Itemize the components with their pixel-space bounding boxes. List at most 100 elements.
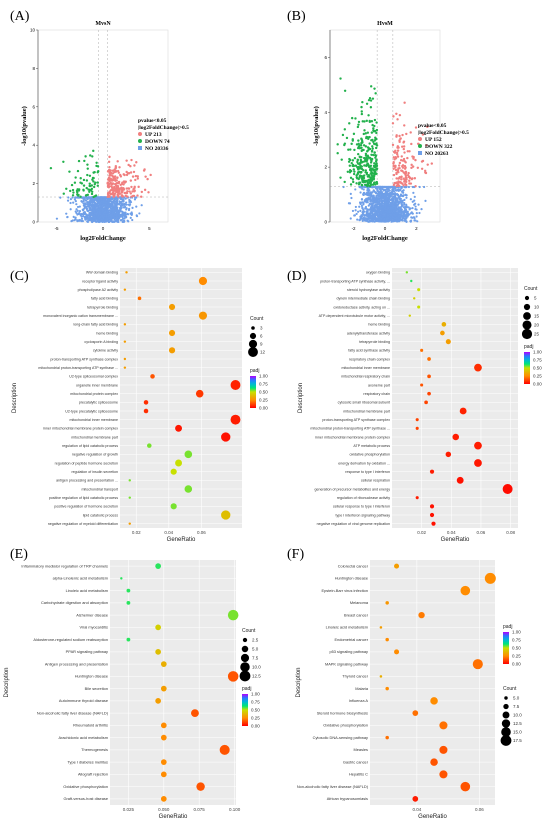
point-down [373, 173, 376, 176]
point-up [127, 172, 131, 175]
point-not-significant [69, 197, 73, 201]
size-legend-title: Count [524, 286, 538, 292]
category-label: Hepatitis C [349, 772, 368, 777]
point-not-significant [116, 210, 120, 213]
x-tick-label: 0.06 [197, 530, 206, 535]
data-point [502, 484, 513, 494]
point-down [85, 179, 89, 182]
data-point [430, 697, 438, 705]
dotplot-panel-c: (C) WW domain binding receptor ligand acti… [10, 268, 268, 543]
point-up [126, 190, 129, 193]
point-not-significant [356, 218, 359, 221]
point-not-significant [392, 220, 395, 223]
category-label: ATP metabolic process [353, 444, 390, 448]
point-up [149, 173, 152, 177]
point-up [123, 173, 126, 177]
point-down [375, 142, 378, 145]
point-not-significant [386, 217, 390, 220]
point-not-significant [85, 215, 88, 218]
point-down [361, 100, 364, 104]
point-down [368, 178, 371, 181]
point-up [143, 168, 146, 171]
point-not-significant [121, 212, 124, 215]
point-not-significant [129, 200, 133, 204]
point-down [373, 124, 376, 128]
category-label: mitochondrial transport [81, 487, 118, 491]
point-up [391, 122, 395, 125]
point-not-significant [131, 218, 134, 222]
point-down [82, 189, 85, 192]
point-down [373, 87, 376, 90]
point-not-significant [357, 210, 360, 213]
point-down [369, 161, 373, 164]
point-down [85, 186, 88, 190]
legend-label: UP 152 [425, 137, 442, 143]
point-down [375, 163, 378, 167]
point-not-significant [120, 200, 123, 203]
point-not-significant [424, 199, 427, 202]
point-down [363, 129, 366, 132]
point-up [134, 178, 137, 182]
point-down [365, 102, 369, 105]
y-axis-label: Description [4, 667, 10, 697]
point-not-significant [114, 220, 117, 223]
point-not-significant [391, 193, 394, 196]
data-point [429, 512, 435, 518]
point-not-significant [71, 196, 74, 199]
point-up [106, 195, 109, 199]
size-legend-dot [502, 711, 510, 719]
point-up [129, 165, 132, 168]
point-down [372, 140, 375, 144]
point-up [108, 185, 111, 188]
point-not-significant [412, 191, 415, 194]
point-down [368, 135, 371, 139]
data-point [429, 504, 435, 509]
point-up [116, 184, 120, 188]
color-legend-label: 0.50 [512, 646, 521, 651]
point-down [95, 161, 98, 165]
point-down [348, 171, 352, 174]
category-label: U2-type precatalytic spliceosome [65, 409, 118, 413]
category-label: PPAR signaling pathway [66, 649, 108, 654]
x-tick-label: 0.04 [447, 530, 456, 535]
data-point [420, 383, 424, 387]
data-point [452, 433, 460, 441]
point-down [370, 178, 374, 181]
point-up [112, 178, 115, 182]
point-up [131, 190, 134, 193]
category-label: alpha-Linolenic acid metabolism [53, 576, 108, 581]
point-not-significant [122, 206, 125, 209]
point-up [147, 191, 150, 194]
point-up [117, 171, 120, 174]
size-legend-dot [501, 727, 511, 737]
point-down [83, 159, 86, 163]
point-not-significant [401, 199, 404, 202]
point-not-significant [380, 191, 383, 194]
point-down [352, 168, 356, 171]
point-not-significant [394, 194, 397, 197]
point-not-significant [368, 214, 372, 217]
point-down [353, 148, 356, 152]
point-down [369, 106, 373, 109]
size-legend-label: 9 [260, 342, 263, 347]
point-not-significant [104, 209, 107, 213]
point-down [375, 144, 379, 147]
data-point [128, 479, 131, 482]
x-tick-label: 0 [384, 226, 387, 231]
point-up [401, 133, 404, 137]
point-not-significant [382, 205, 385, 208]
point-down [358, 167, 362, 170]
category-label: Oxidative phosphorylation [63, 784, 108, 789]
data-point [168, 347, 176, 354]
point-not-significant [386, 185, 389, 189]
point-not-significant [118, 216, 121, 219]
point-not-significant [401, 219, 404, 222]
size-legend-label: 25 [534, 332, 540, 337]
point-down [365, 160, 368, 163]
point-not-significant [130, 213, 133, 216]
point-not-significant [354, 209, 357, 212]
category-label: Linoleic acid metabolism [66, 588, 108, 593]
point-down [340, 158, 343, 161]
category-label: Huntington disease [335, 576, 368, 581]
point-down [90, 187, 94, 191]
